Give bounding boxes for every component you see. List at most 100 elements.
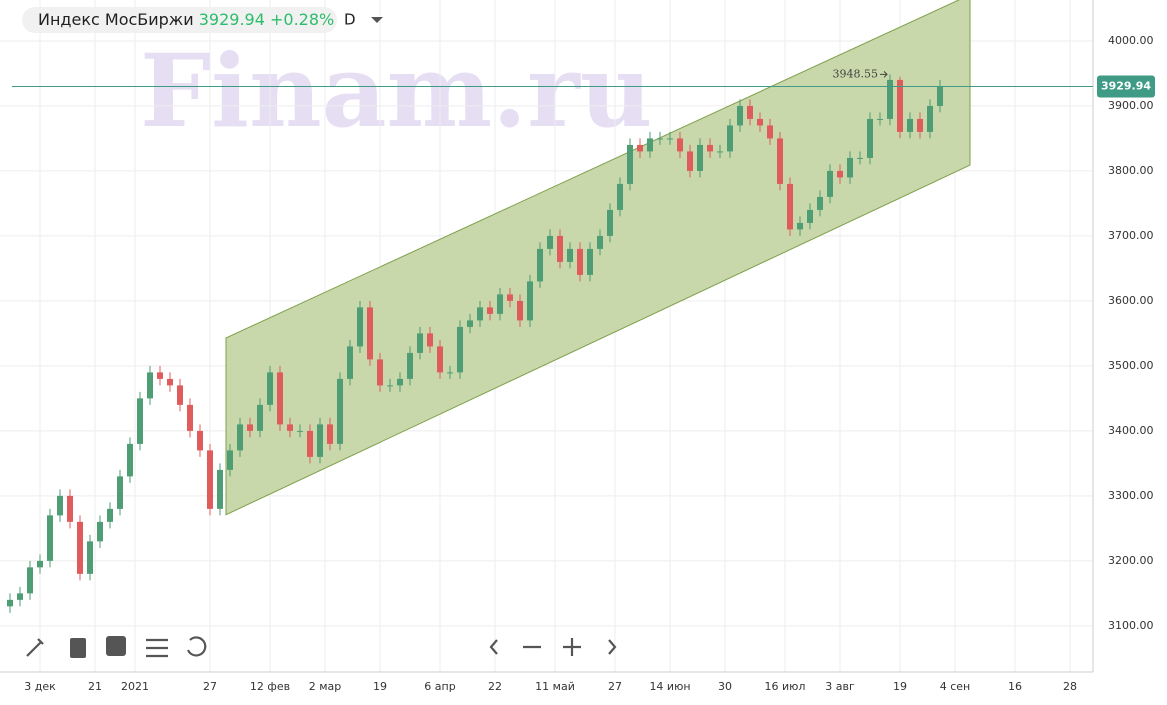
candle-body [827,170,833,197]
candle-body [67,495,73,522]
candle-body [737,105,743,126]
reset-tool[interactable] [186,636,207,657]
candle-body [287,424,293,431]
y-tick-label: 3100.00 [1108,619,1154,632]
candle-body [167,378,173,386]
candle-body [97,521,103,542]
x-tick-label: 12 фев [250,680,290,693]
candle-body [667,138,673,140]
scroll-right[interactable] [608,639,617,655]
toolbar [26,636,617,658]
x-tick-label: 19 [373,680,387,693]
candle-body [537,248,543,282]
settings-tool[interactable] [146,638,168,658]
add-tool[interactable] [106,636,126,656]
candle-body [707,144,713,152]
x-tick-label: 16 июл [765,680,806,693]
candle-body [517,300,523,321]
candle-body [797,222,803,230]
candle-body [757,118,763,126]
candle-body [677,138,683,152]
candle-body [507,294,513,301]
channel-area [225,0,971,516]
candle-body [347,346,353,379]
x-tick-label: 4 сен [940,680,971,693]
candle-body [327,424,333,444]
candle-body [717,151,723,153]
candle-body [657,138,663,140]
candle-body [727,125,733,152]
candle-body [527,281,533,321]
candle-body [137,398,143,444]
candle-body [837,170,843,178]
interval[interactable]: D [344,11,356,29]
candle-body [317,424,323,457]
draw-tool[interactable] [26,638,44,657]
candle-body [607,209,613,236]
x-tick-label: 21 [88,680,102,693]
candle-body [807,209,813,223]
candle-body [337,378,343,444]
candle-body [227,450,233,470]
x-tick-label: 3 авг [825,680,855,693]
list-tool[interactable] [70,638,86,658]
x-tick-label: 2021 [121,680,149,693]
candle-body [877,118,883,120]
candle-body [567,248,573,262]
x-tick-label: 3 дек [24,680,56,693]
y-tick-label: 3600.00 [1108,294,1154,307]
candle-body [497,294,503,314]
candle-body [47,515,53,561]
candle-body [437,346,443,373]
candle-body [77,521,83,574]
candle-body [397,378,403,386]
watermark: Finam.ru [140,32,653,150]
candle-body [237,424,243,451]
candle-body [897,79,903,132]
candle-body [647,138,653,152]
candle-body [267,372,273,405]
candle-body [357,307,363,347]
candle-body [467,320,473,327]
y-tick-label: 3900.00 [1108,99,1154,112]
channel [225,0,971,516]
interval-caret[interactable] [371,17,383,23]
candle-body [487,307,493,314]
candle-body [307,430,313,457]
y-tick-label: 3700.00 [1108,229,1154,242]
candle-body [817,196,823,210]
candle-body [787,183,793,230]
candle-body [197,430,203,451]
y-tick-label: 3300.00 [1108,489,1154,502]
header-pill [22,7,337,33]
candle-body [127,443,133,477]
candle-body [427,333,433,347]
candle-body [17,593,23,600]
change: +0.28% [270,10,334,29]
candle-body [207,450,213,509]
x-tick-label: 11 май [535,680,575,693]
candle-body [627,144,633,184]
candle-body [257,404,263,431]
max-label: 3948.55 [833,67,879,80]
candle-body [27,567,33,594]
candle-body [367,307,373,360]
candle-body [917,118,923,132]
candle-body [477,307,483,321]
candle-body [907,118,913,132]
scroll-left[interactable] [489,639,498,655]
candle-body [447,372,453,374]
candle-body [147,372,153,399]
candle-body [867,118,873,158]
candle-body [407,352,413,379]
x-tick-label: 28 [1063,680,1077,693]
candle-body [767,125,773,139]
zoom-in[interactable] [563,638,581,656]
candle-body [927,105,933,132]
candle-body [417,333,423,353]
last-price: 3929.94 [199,10,265,29]
candle-body [597,235,603,249]
y-tick-label: 4000.00 [1108,34,1154,47]
x-tick-label: 30 [718,680,732,693]
